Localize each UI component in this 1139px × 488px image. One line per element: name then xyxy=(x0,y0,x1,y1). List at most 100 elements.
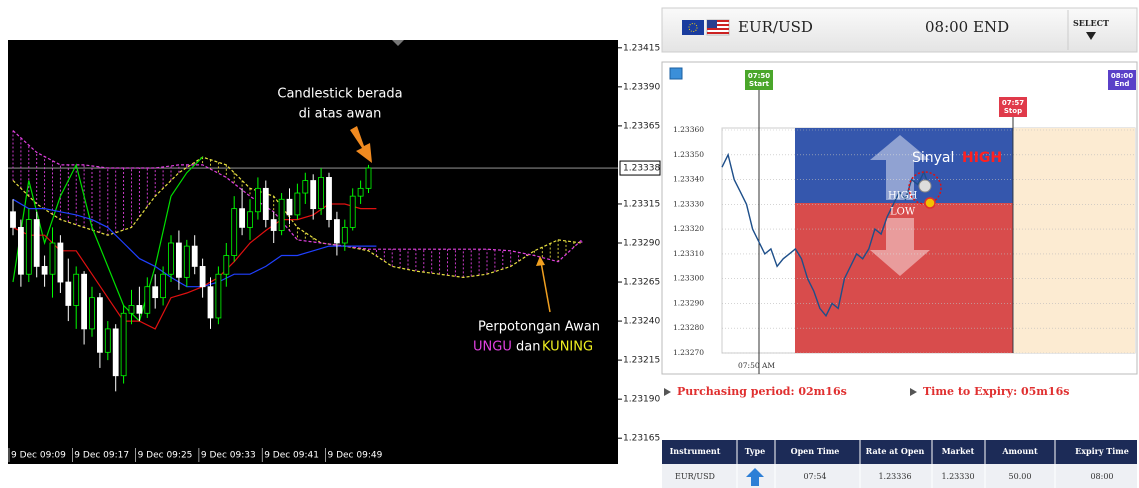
y-tick-label: 1.23310 xyxy=(673,249,704,258)
candle-body xyxy=(10,211,16,228)
column-header: Open Time xyxy=(791,446,840,456)
pair: EUR/USD xyxy=(738,18,813,36)
annotation-arrow xyxy=(350,126,372,163)
candle-body xyxy=(231,208,238,256)
candle-body xyxy=(81,273,87,330)
candle-body xyxy=(104,328,111,353)
y-tick-label: 1.23390 xyxy=(623,82,660,92)
candle-body xyxy=(41,266,48,275)
y-tick-label: 1.23290 xyxy=(673,298,704,307)
candle-body xyxy=(17,226,24,275)
chikou-span xyxy=(12,156,204,323)
cell: EUR/USD xyxy=(675,472,715,481)
cell: 07:54 xyxy=(803,472,826,481)
annotation: Candlestick berada xyxy=(277,87,402,102)
candle-body xyxy=(254,187,261,213)
low-zone xyxy=(795,203,1013,353)
column-header: Amount xyxy=(1001,446,1038,456)
price-line xyxy=(721,152,931,318)
low-label: LOW xyxy=(890,207,916,218)
candle-body xyxy=(262,187,269,220)
candle-body xyxy=(112,328,119,377)
annotation-arrowhead xyxy=(536,256,545,266)
column-header: Rate at Open xyxy=(866,446,925,456)
table-row xyxy=(662,464,1137,488)
us-stripes xyxy=(707,20,729,34)
column-header: Expiry Time xyxy=(1075,446,1129,456)
x-tick-label: 07:50 AM xyxy=(738,361,775,370)
y-tick-label: 1.23360 xyxy=(673,125,704,134)
candle-body xyxy=(160,273,167,299)
left-chart-bg xyxy=(8,40,618,464)
y-tick-label: 1.23265 xyxy=(623,278,660,288)
y-tick-label: 1.23280 xyxy=(673,323,704,332)
kijun-sen xyxy=(12,198,377,288)
x-tick-label: 9 Dec 09:41 xyxy=(264,451,319,461)
cell: 50.00 xyxy=(1009,472,1032,481)
left-chart: 1.23415 1.23390 1.23365 1.23315 1.23290 1.232… xyxy=(8,43,661,462)
select-arrow[interactable] xyxy=(1086,32,1096,40)
type-up-icon xyxy=(746,468,764,486)
candle-body xyxy=(33,219,40,267)
candle-body xyxy=(183,245,190,278)
annotation: di atas awan xyxy=(299,107,382,122)
y-tick-label: 1.23240 xyxy=(623,317,660,327)
candle-body xyxy=(89,297,95,330)
right-chart: 1.23360 1.23350 1.23340 1.23330 1.23320 1.233… xyxy=(673,70,1136,374)
select-button[interactable]: SELECT xyxy=(1073,18,1109,28)
marker-label: Stop xyxy=(1004,107,1022,115)
x-tick-label: 9 Dec 09:25 xyxy=(138,451,193,461)
signal-text: Sinyal xyxy=(912,150,954,166)
candle-body xyxy=(128,305,135,314)
up-arrow xyxy=(870,135,930,200)
table: Instrument Type Open Time Rate at Open Marke… xyxy=(670,440,1129,488)
purchasing-period: Purchasing period: 02m16s xyxy=(677,385,847,398)
y-tick-label: 1.23300 xyxy=(673,274,704,283)
y-tick-label: 1.23415 xyxy=(623,43,660,53)
cell: 08:00 xyxy=(1090,472,1113,481)
candle-body xyxy=(65,281,72,306)
candle-body xyxy=(349,195,356,228)
marker-time: 08:00 xyxy=(1111,72,1133,80)
candle-body xyxy=(152,286,159,299)
cell: 1.23330 xyxy=(941,472,974,481)
table-header xyxy=(662,440,1137,464)
eu-flag xyxy=(682,20,704,35)
x-tick-label: 9 Dec 09:09 xyxy=(11,451,66,461)
candle-body xyxy=(49,242,56,275)
low-dot xyxy=(924,197,936,209)
signal-word: HIGH xyxy=(962,150,1002,166)
high-dot xyxy=(918,179,932,193)
x-tick-label: 9 Dec 09:33 xyxy=(201,451,256,461)
eu-stars xyxy=(688,23,698,32)
candle-body xyxy=(341,226,348,244)
candle-body xyxy=(136,305,143,314)
candle-body xyxy=(270,219,277,231)
x-tick-label: 9 Dec 09:17 xyxy=(74,451,129,461)
y-tick-label: 1.23330 xyxy=(673,199,704,208)
annotation: Perpotongan Awan xyxy=(478,320,600,335)
scroll-marker xyxy=(392,40,404,46)
senkou-span-a xyxy=(12,156,582,279)
candle-body xyxy=(199,266,206,288)
candle-body xyxy=(57,242,64,283)
candle-body xyxy=(215,273,222,319)
annotation: dan xyxy=(516,340,540,355)
marker-time: 07:50 xyxy=(748,72,770,80)
y-tick-label: 1.23350 xyxy=(673,150,704,159)
candle-body xyxy=(239,208,246,228)
chart-icon[interactable] xyxy=(669,67,683,80)
y-tick-label: 1.23320 xyxy=(673,224,704,233)
senkou-span-b xyxy=(12,130,583,263)
cell: 1.23336 xyxy=(878,472,911,481)
current-price-label: 1.23338 xyxy=(623,164,660,174)
annotation-pointer xyxy=(540,261,551,313)
candle-body xyxy=(144,286,151,314)
y-tick-label: 1.23165 xyxy=(623,434,660,444)
candle-body xyxy=(73,273,80,306)
down-arrow xyxy=(870,218,930,276)
candle-body xyxy=(278,198,285,231)
candle-body xyxy=(247,211,253,228)
candle-body xyxy=(97,297,103,353)
